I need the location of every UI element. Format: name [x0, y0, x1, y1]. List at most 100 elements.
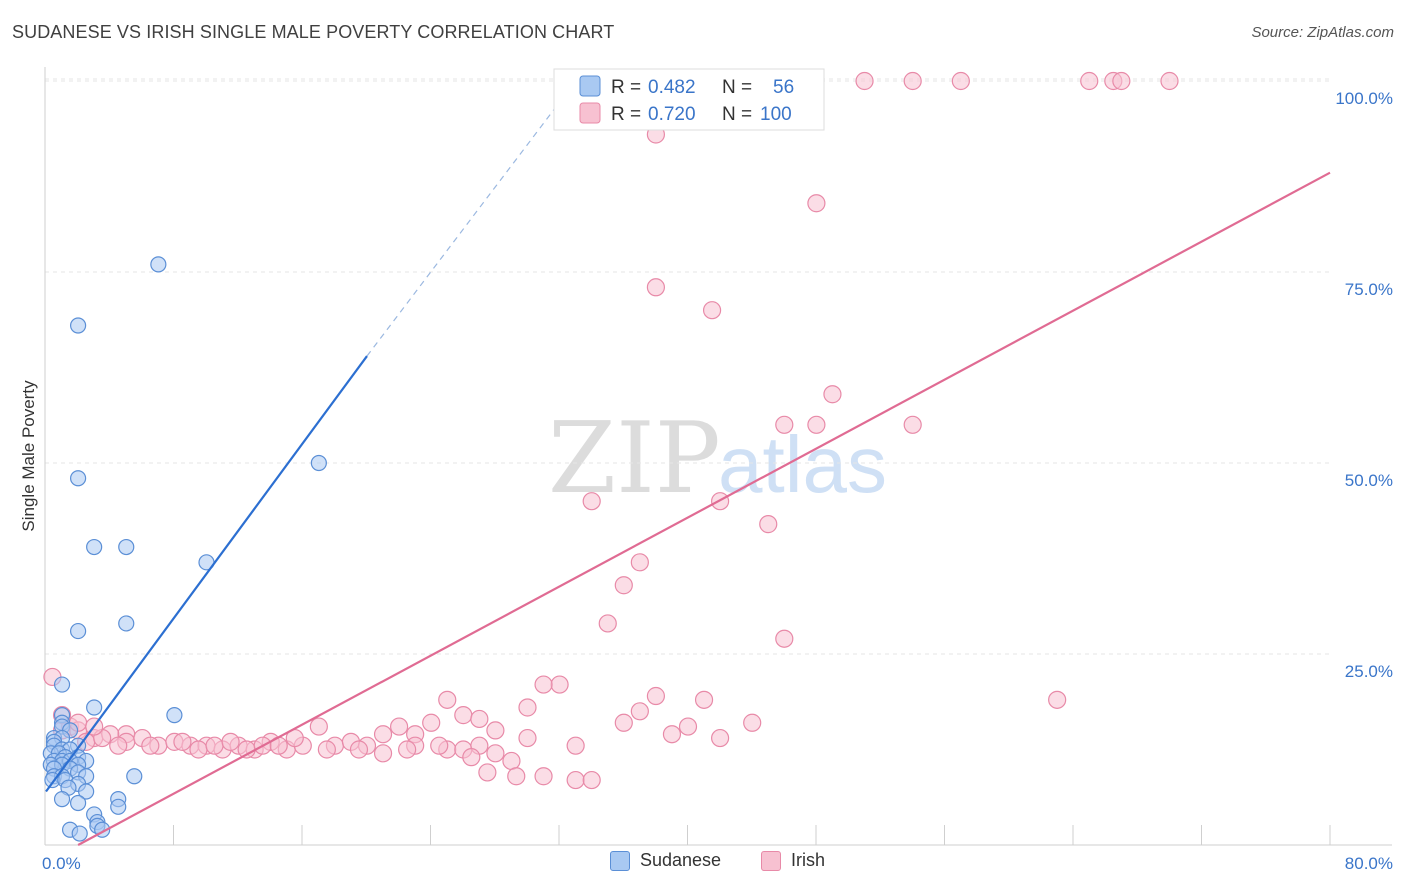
irish-point: [141, 736, 160, 755]
irish-point: [173, 732, 192, 751]
irish-point: [454, 706, 473, 725]
legend-n-value-sudanese: 56: [773, 77, 794, 98]
irish-point: [582, 770, 601, 790]
irish-point: [807, 194, 826, 213]
sudanese-trend-extension: [366, 80, 577, 357]
irish-point: [855, 71, 874, 91]
irish-point: [534, 767, 553, 786]
y-tick-label: 25.0%: [1345, 662, 1393, 681]
legend-r-label-sudanese: R =: [611, 77, 641, 98]
sudanese-point: [78, 783, 95, 800]
irish-point: [614, 713, 633, 732]
irish-point: [189, 740, 208, 759]
sudanese-points: [42, 256, 327, 842]
irish-point: [566, 770, 585, 790]
irish-point: [630, 702, 649, 721]
irish-point: [775, 415, 794, 434]
trend-lines: [45, 80, 1331, 846]
sudanese-point: [69, 622, 87, 640]
sudanese-point: [69, 317, 87, 334]
irish-point: [205, 736, 224, 755]
irish-point: [309, 717, 328, 736]
watermark-zip: ZIP: [548, 402, 721, 516]
irish-point: [317, 740, 336, 759]
x-tick-label-min: 0.0%: [42, 854, 81, 873]
legend-swatch-sudanese: [579, 75, 601, 97]
sudanese-point: [53, 676, 71, 693]
irish-point: [534, 675, 553, 694]
irish-point: [109, 736, 128, 755]
irish-point: [422, 713, 441, 732]
irish-point: [823, 385, 842, 404]
irish-point: [221, 732, 240, 751]
irish-point: [1112, 71, 1131, 91]
y-axis-label: Single Male Poverty: [19, 380, 38, 532]
sudanese-point: [150, 256, 167, 273]
legend-n-label-sudanese: N =: [722, 77, 752, 98]
irish-point: [951, 71, 970, 91]
irish-point: [582, 492, 601, 511]
source-credit: Source: ZipAtlas.com: [1251, 24, 1394, 41]
legend-n-value-irish: 100: [760, 104, 792, 125]
irish-point: [662, 725, 682, 744]
irish-point: [462, 748, 481, 767]
irish-point: [759, 515, 778, 534]
legend-item-sudanese: Sudanese: [610, 850, 721, 871]
legend-r-value-sudanese: 0.482: [648, 77, 696, 98]
y-tick-label: 50.0%: [1345, 471, 1393, 490]
irish-point: [390, 717, 409, 736]
legend-swatch-irish-bottom: [761, 850, 781, 871]
sudanese-point: [69, 470, 87, 487]
irish-point: [646, 686, 666, 706]
axes: [44, 67, 1392, 846]
stats-legend: R = 0.482 N = 56 R = 0.720 N = 100: [553, 68, 825, 131]
sudanese-trend-line: [45, 355, 368, 793]
legend-swatch-sudanese-bottom: [610, 850, 630, 871]
legend-label-sudanese: Sudanese: [640, 850, 722, 870]
irish-point: [470, 709, 489, 729]
irish-point: [398, 740, 417, 759]
irish-point: [518, 698, 537, 717]
irish-point: [807, 415, 826, 434]
sudanese-point: [110, 798, 127, 815]
legend-item-irish: Irish: [761, 850, 825, 871]
sudanese-point: [118, 615, 135, 632]
irish-point: [438, 690, 457, 709]
sudanese-point: [86, 538, 103, 556]
irish-point: [486, 721, 505, 740]
legend-label-irish: Irish: [791, 850, 826, 870]
sudanese-point: [166, 707, 183, 724]
sudanese-point: [86, 699, 103, 716]
irish-point: [502, 751, 521, 771]
irish-point: [678, 717, 698, 736]
irish-point: [702, 301, 722, 320]
tick-labels: 25.0% 50.0% 75.0% 100.0% 0.0% 80.0%: [42, 89, 1393, 873]
irish-trend-line: [77, 171, 1331, 846]
irish-point: [478, 763, 497, 782]
sudanese-point: [310, 454, 327, 472]
chart-title: SUDANESE VS IRISH SINGLE MALE POVERTY CO…: [12, 22, 615, 42]
irish-point: [614, 576, 633, 595]
irish-point: [743, 713, 762, 732]
sudanese-point: [118, 538, 135, 556]
sudanese-point: [126, 768, 143, 785]
irish-point: [486, 744, 505, 763]
irish-point: [1160, 71, 1179, 91]
irish-point: [630, 553, 649, 572]
x-tick-label-max: 80.0%: [1345, 854, 1393, 873]
sudanese-point: [71, 825, 88, 842]
irish-point: [550, 675, 569, 694]
irish-point: [430, 736, 449, 755]
irish-point: [903, 71, 922, 91]
legend-r-value-irish: 0.720: [648, 104, 696, 125]
gridlines: [45, 78, 1330, 655]
irish-point: [775, 629, 794, 648]
irish-point: [349, 740, 369, 759]
watermark-atlas: atlas: [718, 420, 887, 509]
irish-point: [903, 415, 922, 434]
irish-point: [598, 614, 617, 633]
sudanese-point: [53, 791, 71, 808]
irish-point: [694, 690, 714, 709]
irish-point: [566, 736, 585, 755]
